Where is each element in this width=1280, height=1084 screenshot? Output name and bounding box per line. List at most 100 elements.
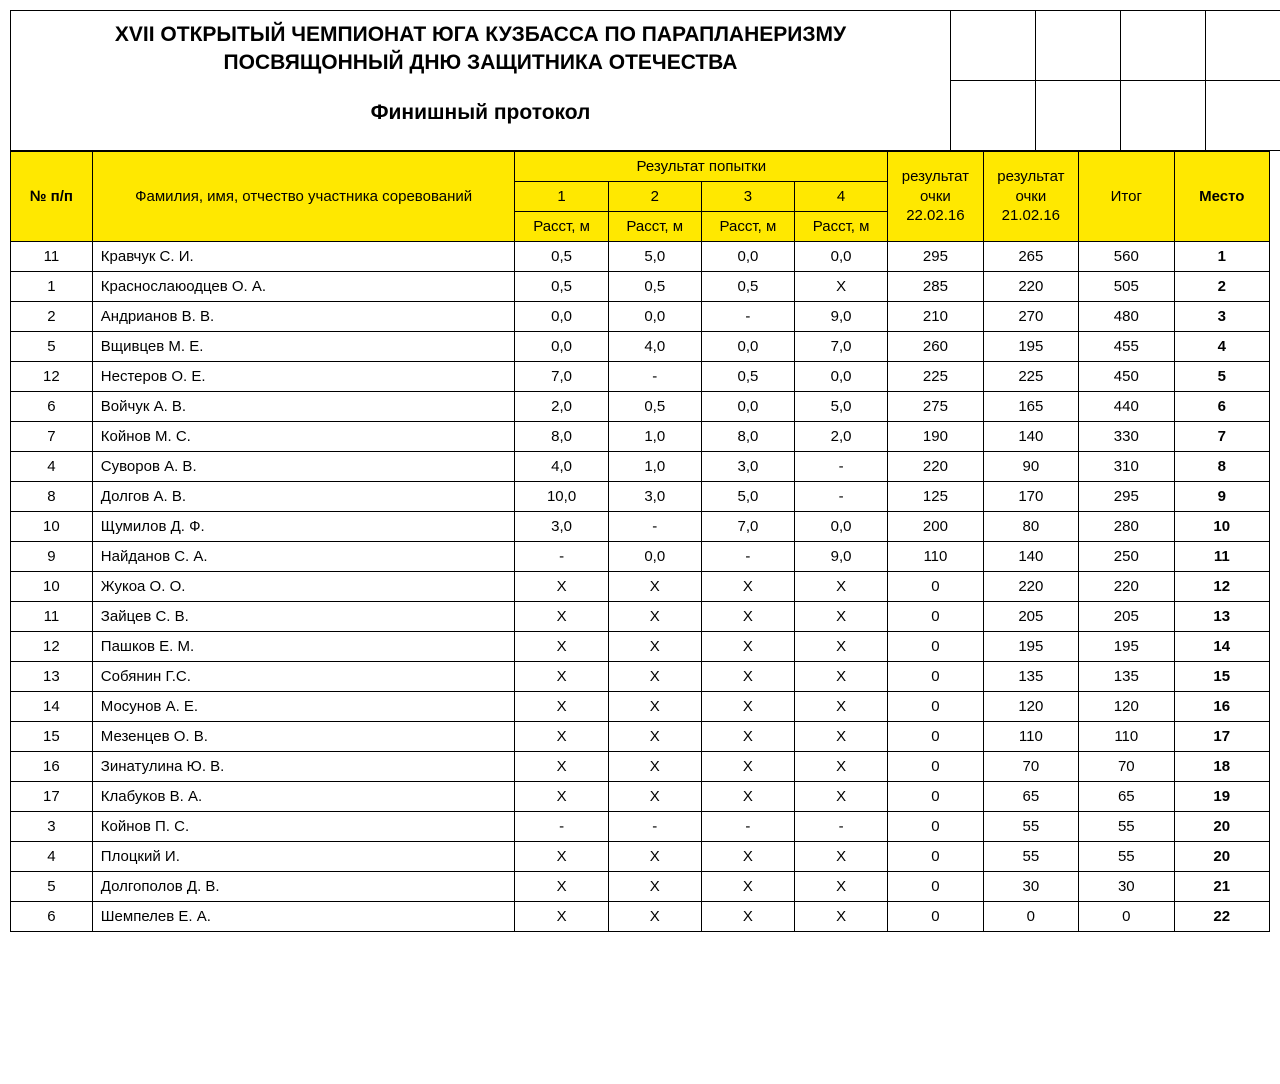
table-cell: 3,0	[515, 512, 608, 542]
title-line-2: ПОСВЯЩОННЫЙ ДНЮ ЗАЩИТНИКА ОТЕЧЕСТВА	[51, 49, 910, 76]
table-cell: 5,0	[795, 392, 888, 422]
table-cell: Койнов М. С.	[92, 422, 515, 452]
table-cell: 560	[1079, 242, 1174, 272]
table-cell: X	[795, 602, 888, 632]
table-cell: X	[701, 572, 794, 602]
table-cell: 0,5	[701, 272, 794, 302]
table-cell: 11	[1174, 542, 1270, 572]
table-cell: X	[515, 872, 608, 902]
table-row: 10Жукоа О. О.XXXX022022012	[11, 572, 1270, 602]
table-cell: 0	[888, 572, 983, 602]
table-cell: X	[795, 782, 888, 812]
table-cell: -	[795, 812, 888, 842]
table-cell: 20	[1174, 812, 1270, 842]
table-cell: X	[701, 722, 794, 752]
table-cell: 12	[1174, 572, 1270, 602]
table-cell: 110	[888, 542, 983, 572]
table-cell: 12	[11, 632, 93, 662]
table-cell: 5,0	[608, 242, 701, 272]
table-cell: 18	[1174, 752, 1270, 782]
table-cell: 10	[11, 572, 93, 602]
table-row: 16Зинатулина Ю. В.XXXX0707018	[11, 752, 1270, 782]
table-cell: 90	[983, 452, 1078, 482]
table-cell: 70	[1079, 752, 1174, 782]
table-cell: -	[701, 542, 794, 572]
table-cell: 450	[1079, 362, 1174, 392]
table-cell: 12	[11, 362, 93, 392]
header-attempt-4: 4	[795, 182, 888, 212]
table-cell: 0,5	[608, 272, 701, 302]
table-cell: 205	[1079, 602, 1174, 632]
table-row: 10Щумилов Д. Ф.3,0-7,00,02008028010	[11, 512, 1270, 542]
table-cell: 195	[983, 632, 1078, 662]
table-cell: 16	[11, 752, 93, 782]
table-cell: 505	[1079, 272, 1174, 302]
table-cell: 0	[888, 632, 983, 662]
table-header: № п/п Фамилия, имя, отчество участника с…	[11, 152, 1270, 242]
table-cell: 0,0	[795, 512, 888, 542]
table-cell: 11	[11, 242, 93, 272]
table-cell: X	[608, 632, 701, 662]
table-cell: 7,0	[701, 512, 794, 542]
table-cell: Щумилов Д. Ф.	[92, 512, 515, 542]
table-cell: 30	[1079, 872, 1174, 902]
table-cell: Найданов С. А.	[92, 542, 515, 572]
table-cell: X	[701, 662, 794, 692]
table-cell: 6	[1174, 392, 1270, 422]
table-cell: X	[701, 782, 794, 812]
header-place: Место	[1174, 152, 1270, 242]
table-row: 12Пашков Е. М.XXXX019519514	[11, 632, 1270, 662]
table-row: 6Войчук А. В.2,00,50,05,02751654406	[11, 392, 1270, 422]
table-cell: 2	[11, 302, 93, 332]
table-cell: 7,0	[515, 362, 608, 392]
table-cell: 135	[1079, 662, 1174, 692]
table-cell: X	[608, 662, 701, 692]
table-cell: 14	[11, 692, 93, 722]
table-cell: 19	[1174, 782, 1270, 812]
subtitle: Финишный протокол	[51, 101, 910, 125]
table-cell: X	[515, 602, 608, 632]
table-cell: Долгов А. В.	[92, 482, 515, 512]
table-cell: X	[608, 782, 701, 812]
table-body: 11Кравчук С. И.0,55,00,00,029526556011Кр…	[11, 242, 1270, 932]
table-cell: 190	[888, 422, 983, 452]
table-cell: X	[515, 902, 608, 932]
table-cell: 0	[888, 782, 983, 812]
header-attempt-3: 3	[701, 182, 794, 212]
table-cell: 195	[983, 332, 1078, 362]
table-cell: 0	[983, 902, 1078, 932]
table-cell: X	[701, 902, 794, 932]
table-cell: X	[701, 872, 794, 902]
table-cell: 0	[888, 812, 983, 842]
table-cell: -	[515, 812, 608, 842]
table-cell: 1	[1174, 242, 1270, 272]
table-row: 11Кравчук С. И.0,55,00,00,02952655601	[11, 242, 1270, 272]
table-cell: 8,0	[515, 422, 608, 452]
table-cell: 0	[888, 752, 983, 782]
table-cell: 0,0	[608, 542, 701, 572]
header-points-1: результат очки 22.02.16	[888, 152, 983, 242]
table-cell: X	[795, 722, 888, 752]
table-cell: 1	[11, 272, 93, 302]
table-cell: Пашков Е. М.	[92, 632, 515, 662]
table-cell: 80	[983, 512, 1078, 542]
table-cell: 10,0	[515, 482, 608, 512]
table-cell: Жукоа О. О.	[92, 572, 515, 602]
table-cell: 220	[1079, 572, 1174, 602]
table-row: 5Вщивцев М. Е.0,04,00,07,02601954554	[11, 332, 1270, 362]
table-cell: 55	[983, 842, 1078, 872]
table-cell: X	[795, 692, 888, 722]
table-cell: 70	[983, 752, 1078, 782]
table-cell: 250	[1079, 542, 1174, 572]
table-cell: 120	[1079, 692, 1174, 722]
table-cell: 295	[888, 242, 983, 272]
table-cell: 0,0	[515, 302, 608, 332]
title-block: XVII ОТКРЫТЫЙ ЧЕМПИОНАТ ЮГА КУЗБАССА ПО …	[11, 21, 950, 125]
table-cell: X	[701, 632, 794, 662]
table-cell: 110	[983, 722, 1078, 752]
table-cell: X	[795, 632, 888, 662]
table-cell: 140	[983, 422, 1078, 452]
table-cell: 0	[888, 902, 983, 932]
table-cell: X	[515, 782, 608, 812]
table-cell: 7	[1174, 422, 1270, 452]
